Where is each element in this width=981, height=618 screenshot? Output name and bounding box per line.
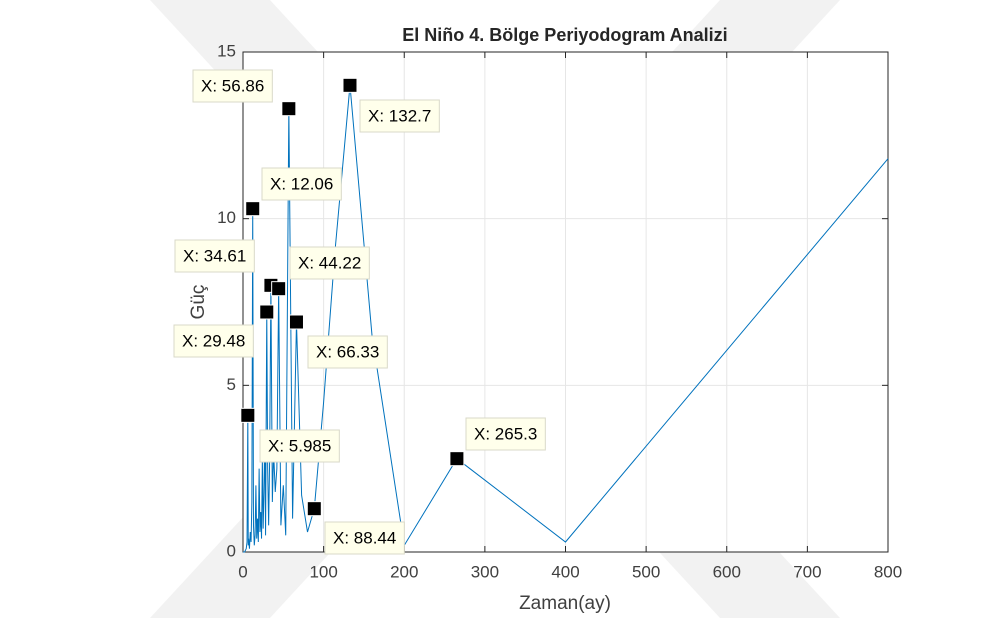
x-tick-label: 500 xyxy=(632,562,660,581)
datatip: X: 56.86 xyxy=(192,69,273,103)
y-tick-label: 15 xyxy=(217,41,236,60)
x-tick-label: 600 xyxy=(713,562,741,581)
datatip-label: X: 88.44 xyxy=(333,528,396,547)
x-tick-label: 800 xyxy=(874,562,902,581)
datatip-label: X: 66.33 xyxy=(316,342,379,361)
datatip: X: 29.48 xyxy=(173,324,254,358)
datatip-box xyxy=(192,69,273,103)
y-tick-label: 0 xyxy=(227,541,236,560)
datatip: X: 34.61 xyxy=(174,239,255,273)
line-series xyxy=(243,85,889,553)
datatip-marker xyxy=(288,314,304,330)
y-tick-label: 5 xyxy=(227,375,236,394)
x-tick-label: 200 xyxy=(390,562,418,581)
datatip: X: 265.3 xyxy=(465,417,546,451)
datatip: X: 88.44 xyxy=(324,521,405,555)
datatip-box xyxy=(465,417,546,451)
datatip-marker xyxy=(306,501,322,517)
x-tick-label: 0 xyxy=(238,562,247,581)
datatip-label: X: 5.985 xyxy=(268,436,331,455)
axes-box xyxy=(242,51,889,553)
datatip-label: X: 132.7 xyxy=(368,106,431,125)
y-tick-label: 10 xyxy=(217,208,236,227)
datatip: X: 66.33 xyxy=(307,335,388,369)
datatip-marker xyxy=(245,201,261,217)
datatip-box xyxy=(174,239,255,273)
datatip-label: X: 265.3 xyxy=(474,424,537,443)
datatip-box xyxy=(259,429,340,463)
x-tick-label: 300 xyxy=(471,562,499,581)
datatip: X: 44.22 xyxy=(289,246,370,280)
datatip-box xyxy=(307,335,388,369)
datatip-box xyxy=(289,246,370,280)
datatip: X: 132.7 xyxy=(359,99,440,133)
datatip-label: X: 56.86 xyxy=(201,76,264,95)
datatip-box xyxy=(173,324,254,358)
x-axis-label: Zaman(ay) xyxy=(519,593,611,614)
datatip-marker xyxy=(449,451,465,467)
datatip-label: X: 12.06 xyxy=(270,174,333,193)
datatip-label: X: 34.61 xyxy=(183,246,246,265)
x-tick-label: 400 xyxy=(551,562,579,581)
datatip: X: 12.06 xyxy=(261,167,342,201)
datatip: X: 5.985 xyxy=(259,429,340,463)
datatip-box xyxy=(359,99,440,133)
datatip-label: X: 29.48 xyxy=(182,331,245,350)
x-tick-label: 700 xyxy=(793,562,821,581)
datatip-box xyxy=(261,167,342,201)
datatip-box xyxy=(324,521,405,555)
datatip-label: X: 44.22 xyxy=(298,253,361,272)
datatip-marker xyxy=(342,77,358,93)
datatip-marker xyxy=(281,101,297,117)
datatip-marker xyxy=(271,281,287,297)
datatip-marker xyxy=(240,407,256,423)
chart-title: El Niño 4. Bölge Periyodogram Analizi xyxy=(402,25,727,45)
y-axis-label: Güç xyxy=(188,285,209,320)
datatip-marker xyxy=(259,304,275,320)
x-tick-label: 100 xyxy=(309,562,337,581)
